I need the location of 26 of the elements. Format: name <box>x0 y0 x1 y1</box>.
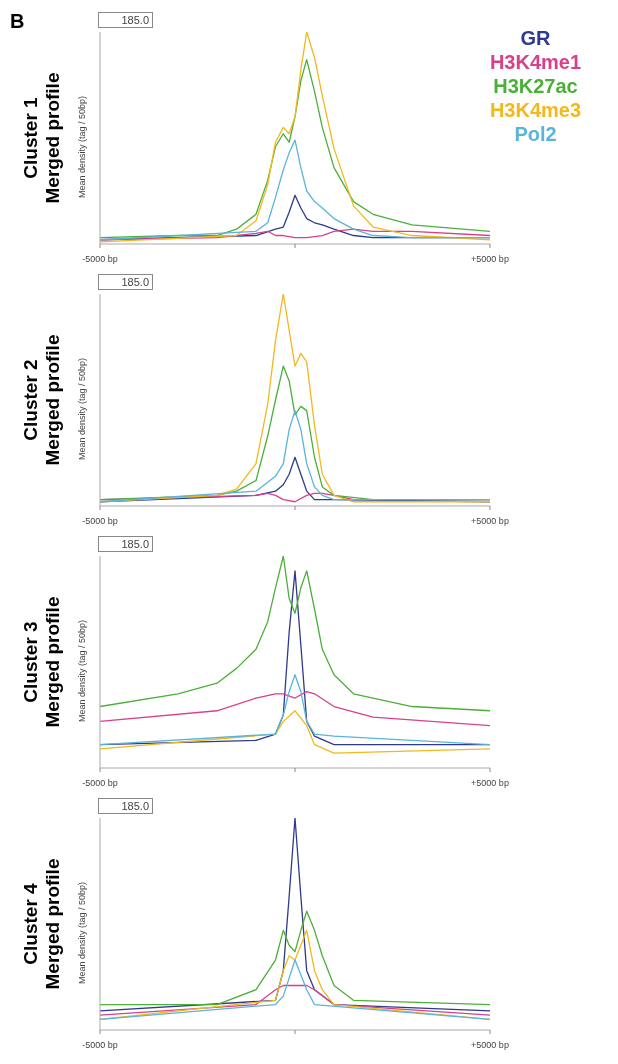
x-tick-label: +5000 bp <box>471 778 509 788</box>
x-tick-label: +5000 bp <box>471 254 509 264</box>
text: H3K4me1 <box>488 50 583 74</box>
text: H3K27ac <box>492 74 579 98</box>
text: Cluster 2 Merged profile <box>20 334 64 466</box>
x-tick-label: -5000 bp <box>82 254 118 264</box>
x-tick-label: -5000 bp <box>82 1040 118 1050</box>
y-axis-title: Mean density (tag / 50bp) <box>77 619 88 722</box>
text: GR <box>519 26 552 50</box>
x-tick-label: -5000 bp <box>82 778 118 788</box>
text: Cluster 1 Merged profile <box>20 72 64 204</box>
text: Pol2 <box>513 122 558 146</box>
text: 185.0 <box>98 536 153 552</box>
x-tick-label: -5000 bp <box>82 516 118 526</box>
text: 185.0 <box>98 798 153 814</box>
x-tick-label: +5000 bp <box>471 516 509 526</box>
text: 185.0 <box>98 12 153 28</box>
text: H3K4me3 <box>488 98 583 122</box>
text: 185.0 <box>98 274 153 290</box>
text: Cluster 3 Merged profile <box>20 596 64 728</box>
text: Cluster 4 Merged profile <box>20 858 64 990</box>
y-axis-title: Mean density (tag / 50bp) <box>77 95 88 198</box>
y-axis-title: Mean density (tag / 50bp) <box>77 357 88 460</box>
text: B <box>10 10 25 33</box>
x-tick-label: +5000 bp <box>471 1040 509 1050</box>
y-axis-title: Mean density (tag / 50bp) <box>77 881 88 984</box>
